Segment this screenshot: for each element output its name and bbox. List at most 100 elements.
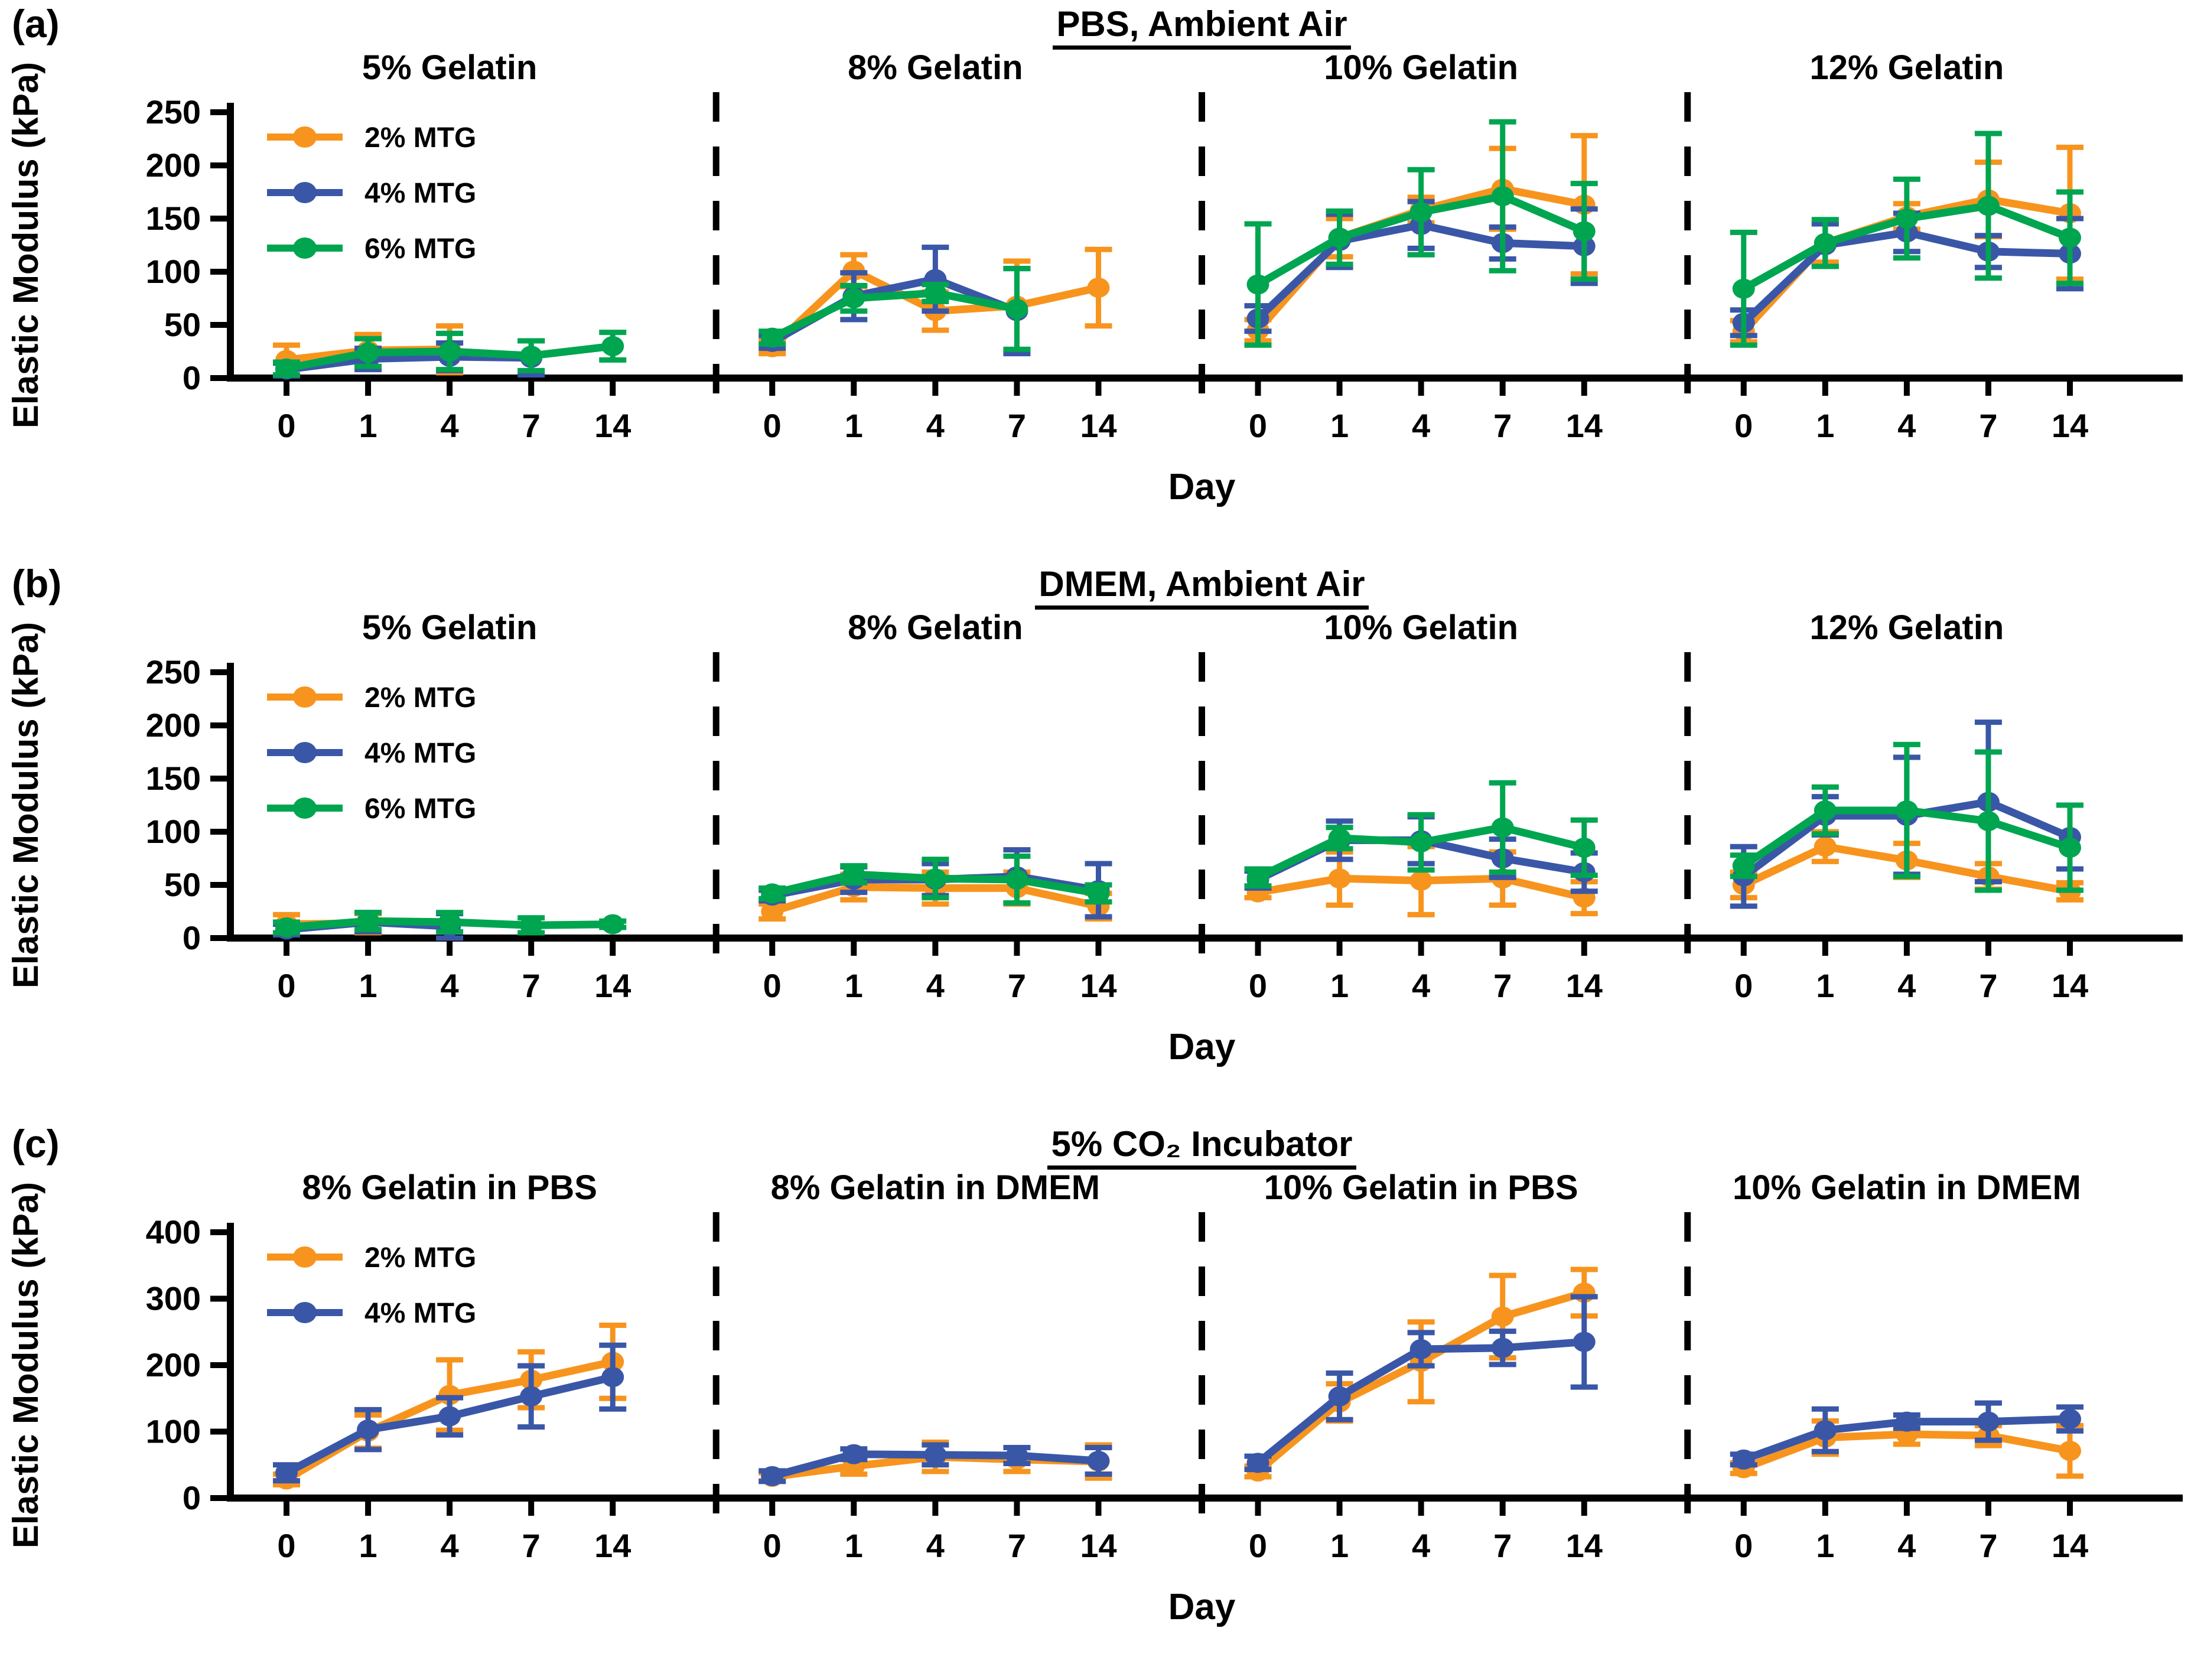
x-tick-label: 7 [1493, 407, 1512, 444]
data-point [2059, 227, 2081, 248]
x-tick-label: 0 [1249, 407, 1267, 444]
x-tick-label: 14 [1566, 1527, 1603, 1564]
data-point [438, 341, 461, 362]
x-tick-label: 4 [441, 1527, 459, 1564]
data-point [1491, 817, 1514, 838]
panel-row-b: (b) DMEM, Ambient Air Elastic Modulus (k… [0, 560, 2191, 1120]
y-tick-label: 100 [146, 1413, 201, 1450]
y-tick-label: 300 [146, 1280, 201, 1317]
data-point [1573, 838, 1596, 858]
x-tick-label: 7 [1493, 1527, 1512, 1564]
x-tick-label: 4 [441, 967, 459, 1004]
panel-row-c: (c) 5% CO₂ Incubator Elastic Modulus (kP… [0, 1120, 2191, 1680]
x-tick-label: 0 [1734, 967, 1753, 1004]
row-title-wrap-a: PBS, Ambient Air [230, 4, 2173, 50]
x-tick-label: 4 [1412, 1527, 1430, 1564]
data-point [1814, 233, 1837, 253]
data-point [2059, 1409, 2081, 1430]
data-point [2059, 1441, 2081, 1461]
subplot-title: 8% Gelatin in DMEM [771, 1168, 1101, 1207]
data-point [924, 1444, 947, 1465]
x-tick-label: 7 [1008, 1527, 1026, 1564]
y-axis-title-b: Elastic Modulus (kPa) [6, 622, 45, 988]
y-tick-label: 0 [183, 359, 201, 396]
data-point [1977, 811, 2000, 831]
x-tick-label: 14 [1080, 1527, 1116, 1564]
series-4MTG [273, 1342, 627, 1484]
x-tick-label: 1 [845, 1527, 863, 1564]
subplot-title: 12% Gelatin [1809, 608, 2004, 647]
subplot-title: 8% Gelatin in PBS [302, 1168, 597, 1207]
data-point [1814, 1420, 1837, 1441]
x-tick-label: 1 [359, 967, 377, 1004]
data-point [1005, 1445, 1028, 1466]
data-point [761, 327, 784, 348]
subplot-title: 12% Gelatin [1809, 48, 2004, 87]
data-point [357, 911, 380, 932]
subplot-title: 10% Gelatin in DMEM [1733, 1168, 2081, 1207]
data-point [1573, 1331, 1596, 1352]
series-2MTG [1244, 1266, 1598, 1482]
data-point [1895, 1411, 1918, 1432]
y-tick-label: 400 [146, 1213, 201, 1251]
x-tick-label: 14 [2052, 407, 2088, 444]
x-tick-label: 7 [1979, 967, 1997, 1004]
x-tick-label: 14 [1566, 407, 1603, 444]
data-point [1409, 832, 1433, 852]
x-tick-label: 1 [845, 407, 863, 444]
y-tick-label: 200 [146, 706, 201, 744]
x-tick-label: 1 [1330, 407, 1349, 444]
legend-label: 2% MTG [364, 122, 476, 154]
x-axis-title-a: Day [1168, 467, 1236, 507]
x-axis-title-c: Day [1168, 1587, 1236, 1627]
x-tick-label: 14 [594, 967, 631, 1004]
row-chart-b: Elastic Modulus (kPa) 0 50 100 150 200 250 5% G… [0, 601, 2191, 1120]
x-tick-label: 0 [1734, 407, 1753, 444]
row-header-b: (b) DMEM, Ambient Air [0, 560, 2191, 610]
data-point [761, 883, 784, 904]
x-tick-label: 4 [1412, 407, 1430, 444]
series-6MTG [1244, 780, 1598, 889]
y-tick-label: 200 [146, 146, 201, 184]
y-tick-label: 50 [164, 306, 201, 343]
data-point [1005, 299, 1028, 319]
x-tick-label: 14 [1080, 407, 1116, 444]
x-tick-label: 0 [763, 407, 782, 444]
x-tick-label: 0 [277, 407, 295, 444]
series-6MTG [1730, 741, 2083, 893]
legend-swatch-marker [293, 1302, 317, 1323]
data-point [1409, 870, 1433, 891]
x-tick-label: 4 [1897, 1527, 1916, 1564]
row-title-c: 5% CO₂ Incubator [1047, 1124, 1356, 1170]
legend-label: 4% MTG [364, 738, 476, 769]
x-tick-label: 1 [1330, 1527, 1349, 1564]
series-6MTG [273, 910, 627, 937]
data-point [275, 358, 298, 379]
row-chart-c: Elastic Modulus (kPa) 0 100 200 300 400 8% Gel… [0, 1161, 2191, 1680]
subplot-title: 5% Gelatin [362, 48, 538, 87]
data-point [1732, 278, 1755, 299]
x-tick-label: 4 [1897, 407, 1916, 444]
data-point [842, 288, 865, 308]
series-6MTG [758, 266, 1031, 352]
data-point [1328, 1386, 1351, 1406]
legend-swatch-marker [293, 686, 317, 708]
x-tick-label: 14 [1080, 967, 1116, 1004]
data-point [1814, 836, 1837, 857]
y-tick-label: 0 [183, 1479, 201, 1516]
y-axis-title-c: Elastic Modulus (kPa) [6, 1182, 45, 1548]
series-6MTG [758, 853, 1112, 906]
row-chart-a: Elastic Modulus (kPa) 0 50 100 150 200 250 5% G… [0, 41, 2191, 560]
data-point [1005, 870, 1028, 890]
x-tick-label: 4 [1897, 967, 1916, 1004]
x-tick-label: 0 [1249, 1527, 1267, 1564]
data-point [842, 1444, 865, 1464]
data-point [520, 915, 543, 936]
subplot-title: 8% Gelatin [848, 608, 1023, 647]
